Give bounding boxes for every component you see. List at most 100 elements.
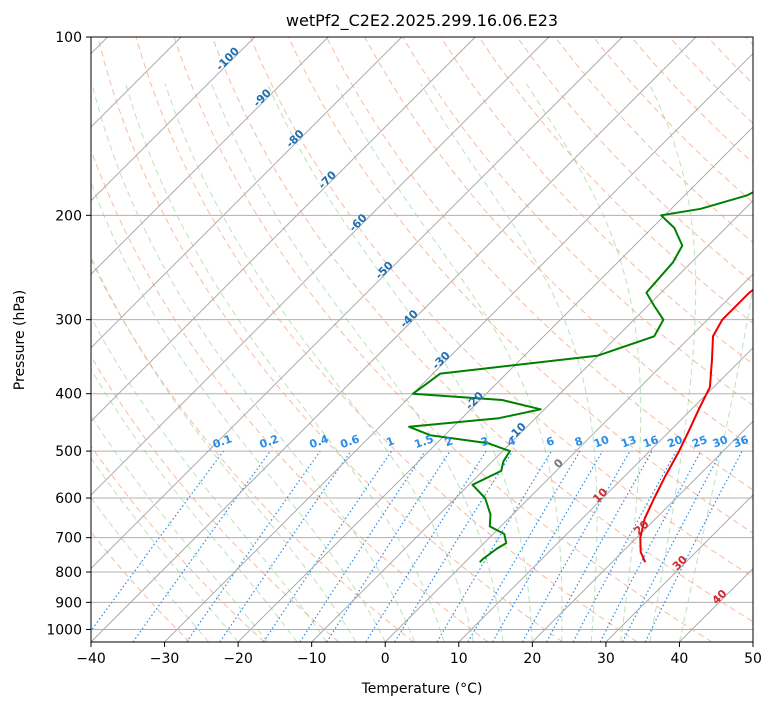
dry-adiabat-line (91, 258, 414, 642)
isotherm-line (91, 37, 329, 275)
moist-adiabat-line (91, 316, 327, 642)
y-axis-label: Pressure (hPa) (12, 290, 28, 390)
y-tick-label: 500 (55, 444, 82, 460)
isotherm-line (605, 494, 753, 642)
x-tick-label: 0 (381, 651, 390, 667)
y-tick-label: 600 (55, 491, 82, 507)
moist-adiabat-line (91, 180, 386, 642)
x-tick-label: 50 (744, 651, 762, 667)
mixing-ratio-line (262, 450, 392, 642)
moist-adiabat-line (91, 83, 416, 642)
moist-adiabat-line (91, 497, 210, 642)
x-tick-label: −40 (76, 651, 106, 667)
x-axis-label: Temperature (°C) (361, 681, 483, 697)
isotherm-line (91, 37, 550, 496)
dry-adiabats (91, 37, 753, 642)
mixing-ratio-line (91, 450, 224, 632)
isotherm-line (91, 37, 403, 349)
isotherm-line (311, 199, 753, 642)
sounding-profile-line (639, 288, 753, 563)
mixing-ratio-label: 3 (479, 434, 491, 449)
moist-adiabat-line (678, 283, 753, 642)
moist-adiabat-line (335, 83, 563, 642)
mixing-ratio-label: 0.4 (308, 432, 331, 451)
sounding-profile-line (408, 191, 753, 563)
moist-adiabat-line (420, 83, 598, 642)
mixing-ratio-label: 0.2 (258, 432, 281, 451)
y-tick-label: 400 (55, 387, 82, 403)
mixing-ratio-line (521, 450, 631, 642)
isotherm-line (458, 347, 753, 642)
mixing-ratio-line (299, 450, 426, 642)
x-tick-label: 20 (523, 651, 541, 667)
dry-adiabat-line (91, 445, 265, 642)
sounding-profiles (408, 191, 753, 563)
moist-adiabat-line (91, 457, 239, 642)
mixing-ratio-label: 30 (711, 433, 730, 451)
dry-adiabat-line (211, 37, 753, 623)
mixing-ratio-lines (91, 450, 743, 642)
mixing-ratio-line (219, 450, 352, 642)
x-tick-label: 30 (597, 651, 615, 667)
mixing-ratio-line (546, 450, 653, 642)
moist-adiabat-line (164, 83, 474, 642)
moist-adiabat-line (526, 83, 642, 642)
moist-adiabat-line (267, 83, 533, 642)
moist-adiabat-line (211, 83, 504, 642)
isotherm-line (531, 420, 753, 642)
dry-adiabat-line (326, 37, 753, 491)
moist-adiabats (91, 83, 753, 642)
moist-adiabat-line (125, 83, 445, 642)
y-tick-label: 200 (55, 208, 82, 224)
mixing-ratio-label: 1 (384, 434, 396, 449)
plot-frame (90, 36, 754, 643)
moist-adiabat-line (91, 368, 298, 642)
chart-title: wetPf2_C2E2.2025.299.16.06.E23 (286, 11, 558, 31)
y-tick-label: 800 (55, 565, 82, 581)
mixing-ratio-label: 25 (690, 433, 709, 450)
mixing-ratio-label: 16 (641, 433, 660, 451)
mixing-ratio-label: 36 (731, 433, 750, 451)
dry-adiabat-line (135, 37, 638, 642)
x-tick-label: 10 (450, 651, 468, 667)
dry-adiabat-line (287, 37, 753, 534)
isotherm-line (237, 126, 753, 642)
mixing-ratio-line (572, 450, 677, 642)
moist-adiabat-line (91, 255, 357, 642)
isotherm-line (91, 37, 697, 642)
mixing-ratio-line (394, 450, 514, 642)
mixing-ratio-line (132, 450, 271, 642)
mixing-ratio-label: 6 (544, 434, 556, 449)
pressure-gridlines (91, 37, 753, 630)
moist-adiabat-line (648, 83, 697, 642)
mixing-ratio-label: 0.6 (338, 432, 361, 451)
x-tick-label: −10 (297, 651, 327, 667)
isotherms (91, 37, 753, 642)
y-tick-label: 1000 (46, 622, 82, 638)
mixing-ratio-label: 1.5 (413, 432, 436, 451)
dry-adiabat-line (91, 355, 340, 642)
isotherm-line (91, 37, 256, 202)
isotherm-line (164, 52, 753, 642)
y-tick-label: 300 (55, 313, 82, 329)
moist-adiabat-line (91, 414, 268, 642)
x-tick-label: −30 (150, 651, 180, 667)
mixing-ratio-label: 0.1 (211, 432, 234, 451)
isotherm-line (384, 273, 753, 642)
mixing-ratio-line (186, 450, 321, 642)
mixing-ratio-label: 10 (592, 433, 611, 451)
dry-adiabat-line (249, 37, 753, 578)
mixing-ratio-label: 13 (619, 433, 638, 450)
y-tick-label: 700 (55, 531, 82, 547)
isotherm-line (91, 37, 623, 570)
y-tick-label: 900 (55, 595, 82, 611)
y-axis-ticks: 100 200 300 400 500 600 700 800 900 1000 (46, 30, 91, 638)
mixing-ratio-line (326, 450, 451, 642)
x-tick-label: 40 (671, 651, 689, 667)
mixing-ratio-label: 20 (666, 433, 685, 451)
isotherm-line (91, 37, 476, 423)
x-tick-label: −20 (223, 651, 253, 667)
y-tick-label: 100 (55, 30, 82, 46)
